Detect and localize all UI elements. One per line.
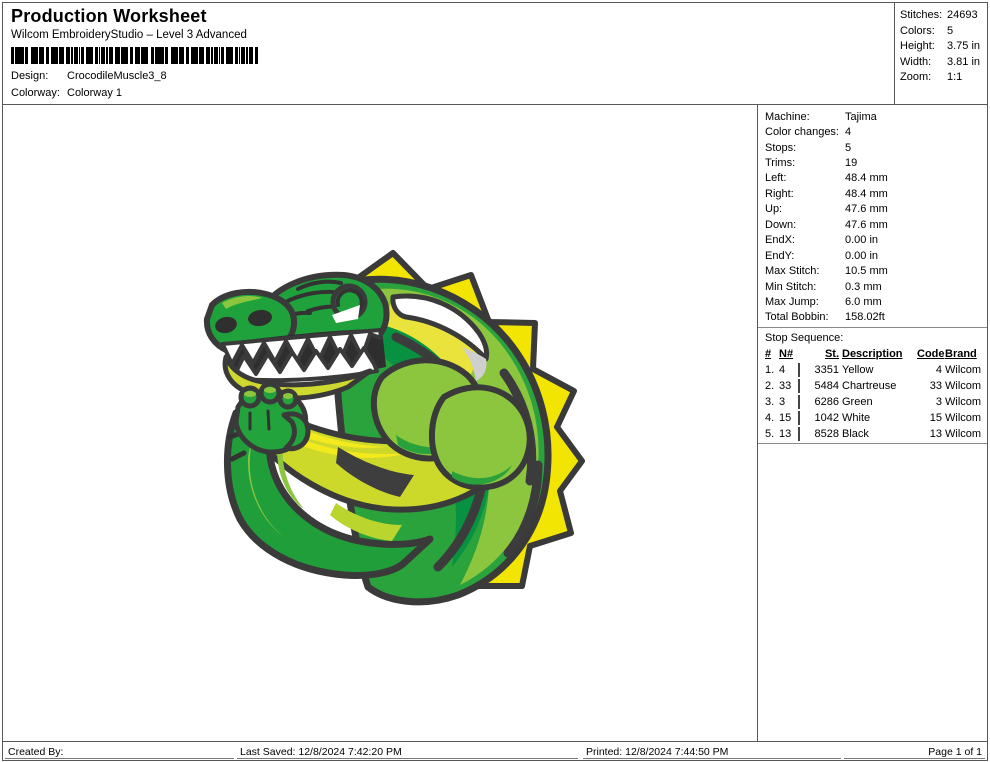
info-row-endy: EndY: 0.00 in: [765, 249, 879, 262]
footer-page-number: Page 1 of 1: [844, 744, 985, 759]
info-row-right: Right: 48.4 mm: [765, 187, 888, 200]
thread-color-swatch: [798, 379, 800, 394]
design-stats-box: Stitches: 24693 Colors: 5 Height: 3.75 in W…: [894, 3, 987, 104]
col-brand: Brand: [945, 348, 977, 361]
stat-width: Width: 3.81 in: [900, 55, 981, 68]
thread-color-swatch: [798, 411, 800, 426]
colorway-label: Colorway:: [11, 87, 60, 99]
stat-colors: Colors: 5: [900, 24, 954, 37]
stop-sequence-row: 5. 13 8528 Black 13 Wilcom: [765, 427, 982, 442]
info-row-color-changes: Color changes: 4: [765, 126, 852, 139]
stop-sequence-row: 4. 15 1042 White 15 Wilcom: [765, 411, 982, 426]
stop-sequence-row: 2. 33 5484 Chartreuse 33 Wilcom: [765, 379, 982, 394]
lower-teeth: [232, 346, 379, 383]
knuckle-highlights: [244, 387, 293, 399]
info-row-stops: Stops: 5: [765, 141, 852, 154]
design-meta: Design: CrocodileMuscle3_8 Colorway: Col…: [11, 68, 167, 102]
snout-highlight: [222, 295, 262, 309]
machine-info-list: Machine: Tajima Color changes: 4 Stops: 5 T…: [758, 105, 987, 327]
nostril-right: [248, 309, 272, 327]
col-code: Code: [917, 348, 945, 361]
stat-stitches: Stitches: 24693: [900, 9, 978, 21]
inner-elbow-highlight: [330, 503, 402, 541]
footer-last-saved: Last Saved: 12/8/2024 7:42:20 PM: [237, 744, 578, 759]
machine-info-panel: Machine: Tajima Color changes: 4 Stops: 5 T…: [757, 105, 987, 741]
col-num: #: [765, 348, 772, 361]
thumb: [281, 411, 311, 452]
info-row-down: Down: 47.6 mm: [765, 218, 888, 231]
thread-color-swatch: [798, 395, 800, 410]
bicep-rear: [428, 384, 533, 491]
info-row-max-stitch: Max Stitch: 10.5 mm: [765, 265, 888, 278]
chest-highlight: [390, 293, 490, 362]
col-n: N#: [779, 348, 794, 361]
stop-sequence-header: # N# St. Description Code Brand: [765, 346, 987, 362]
design-row: Design: CrocodileMuscle3_8: [11, 68, 167, 85]
info-row-machine: Machine: Tajima: [765, 110, 877, 123]
header: Production Worksheet Wilcom EmbroiderySt…: [3, 3, 987, 105]
stop-sequence-section: Stop Sequence: # N# St. Description Code…: [758, 327, 987, 445]
crocodile-mascot-artwork: [203, 250, 585, 606]
footer-printed: Printed: 12/8/2024 7:44:50 PM: [583, 744, 841, 759]
barcode-icon: [11, 47, 258, 64]
forearm-highlights: [248, 425, 304, 537]
col-description: Description: [842, 348, 903, 361]
colorway-row: Colorway: Colorway 1: [11, 85, 167, 102]
info-row-trims: Trims: 19: [765, 157, 858, 170]
eye-white: [332, 305, 360, 323]
eye-spiral: [335, 288, 364, 313]
info-row-min-stitch: Min Stitch: 0.3 mm: [765, 280, 882, 293]
colorway-value: Colorway 1: [67, 87, 123, 99]
footer: Created By: Last Saved: 12/8/2024 7:42:2…: [3, 743, 987, 760]
under-jaw-shadow: [336, 447, 414, 497]
finger-lines: [248, 409, 271, 431]
col-st: St.: [824, 348, 839, 361]
stat-height: Height: 3.75 in: [900, 40, 981, 53]
page-title: Production Worksheet: [11, 6, 207, 26]
forearm: [223, 409, 434, 579]
info-row-total-bobbin: Total Bobbin: 158.02ft: [765, 311, 885, 324]
thread-color-swatch: [798, 427, 800, 442]
info-row-up: Up: 47.6 mm: [765, 203, 888, 216]
thread-color-swatch: [798, 363, 800, 378]
nostril-left: [215, 316, 237, 334]
footer-created-by: Created By:: [5, 744, 234, 759]
stop-sequence-row: 3. 3 6286 Green 3 Wilcom: [765, 395, 982, 410]
chest-highlight-shade: [462, 347, 487, 381]
stat-zoom: Zoom: 1:1: [900, 71, 963, 84]
design-label: Design:: [11, 70, 49, 82]
stop-sequence-row: 1. 4 3351 Yellow 4 Wilcom: [765, 363, 982, 378]
info-row-endx: EndX: 0.00 in: [765, 234, 879, 247]
software-subtitle: Wilcom EmbroideryStudio – Level 3 Advanc…: [11, 29, 247, 41]
body-light-band: [352, 288, 539, 585]
design-preview-area: [3, 105, 757, 741]
design-value: CrocodileMuscle3_8: [67, 70, 167, 82]
info-row-left: Left: 48.4 mm: [765, 172, 888, 185]
stop-sequence-title: Stop Sequence:: [765, 332, 844, 345]
main-area: Machine: Tajima Color changes: 4 Stops: 5 T…: [3, 105, 987, 742]
bicep-rear-shade: [452, 465, 512, 485]
info-row-max-jump: Max Jump: 6.0 mm: [765, 295, 882, 308]
